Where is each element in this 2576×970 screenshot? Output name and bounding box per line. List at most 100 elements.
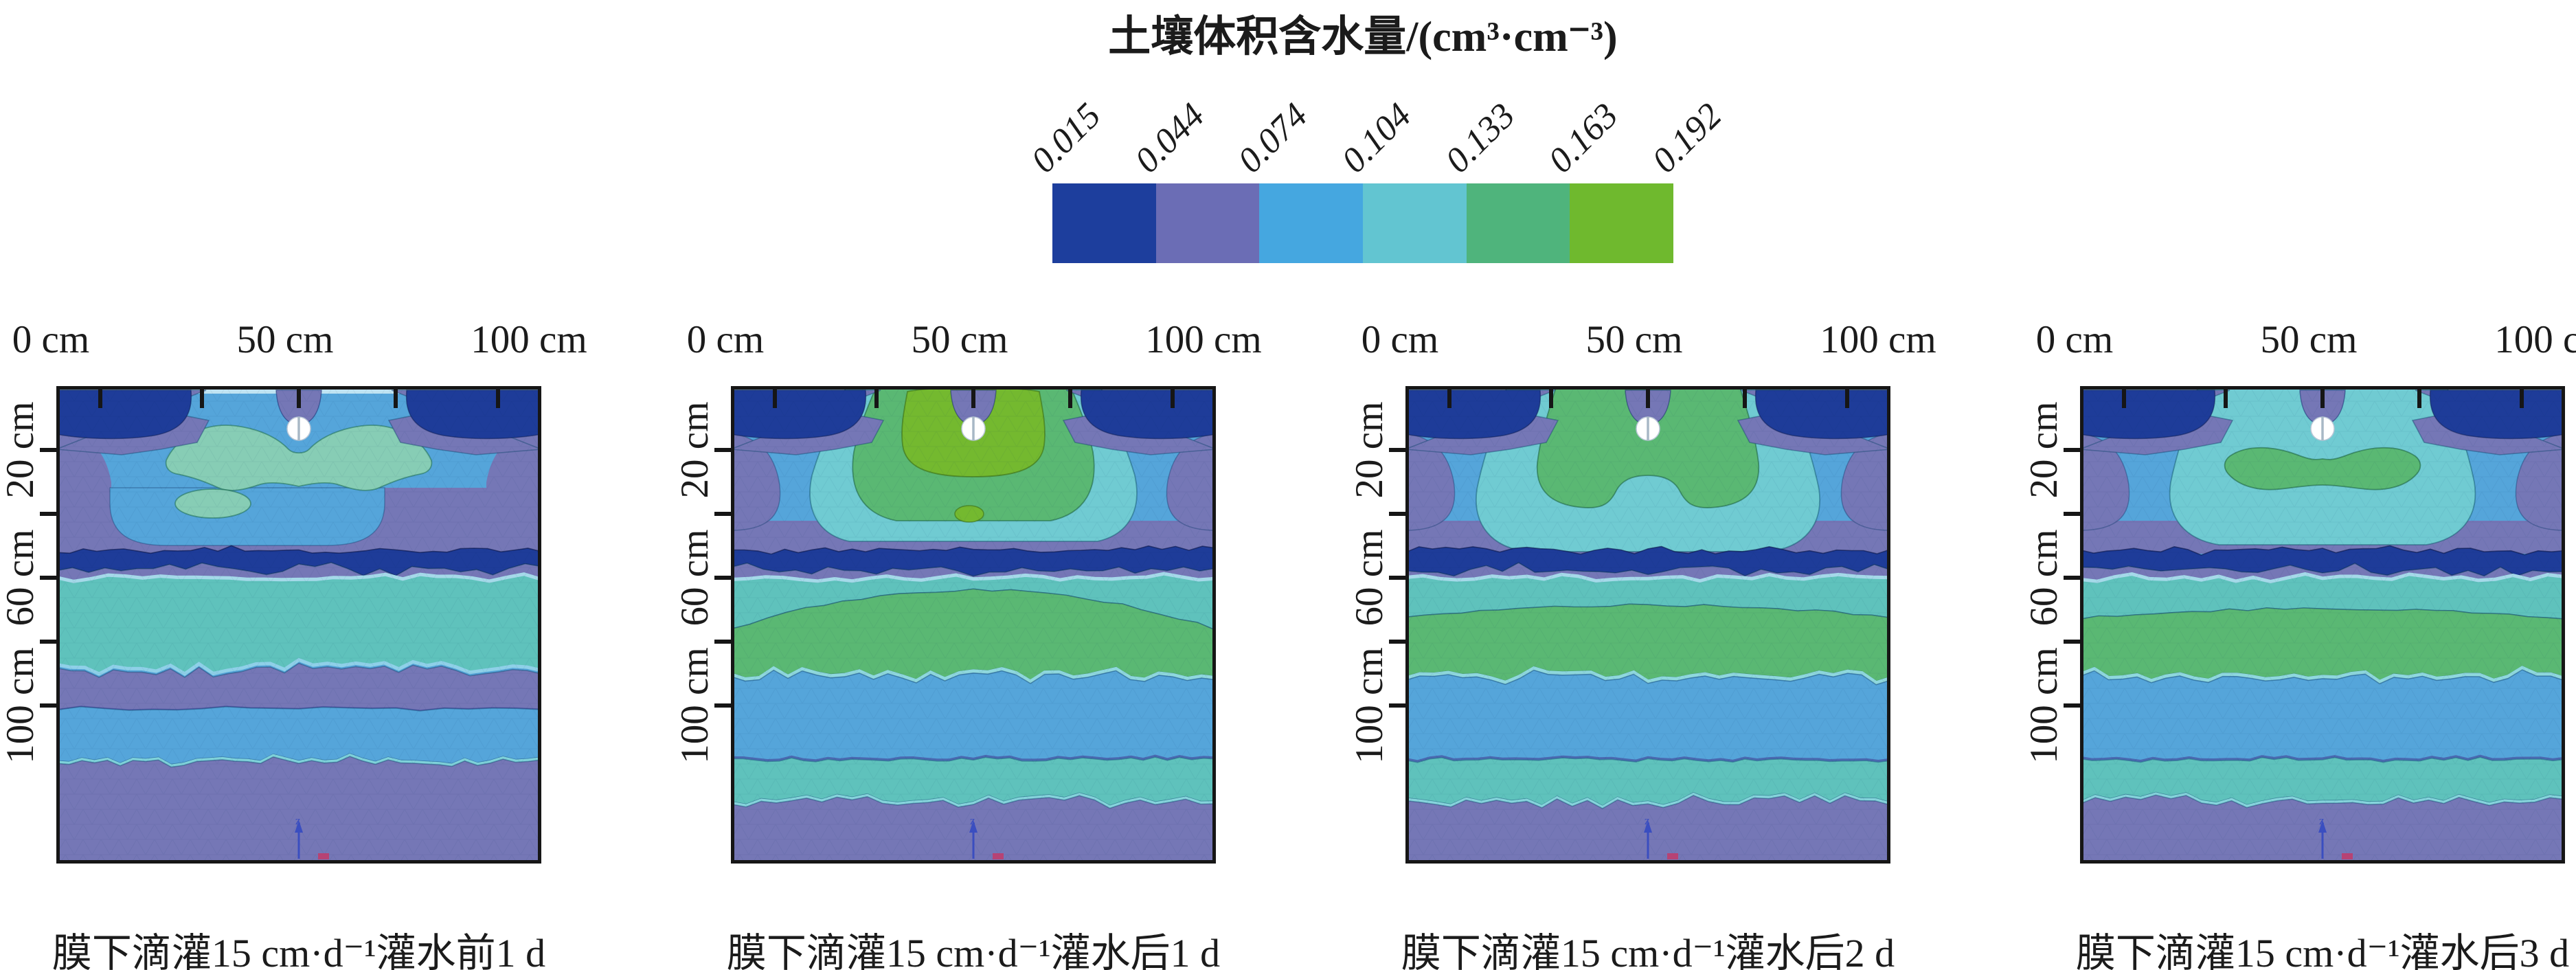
z-axis-indicator: z [2318,814,2353,859]
y-axis-tick [40,576,58,580]
z-axis-indicator: z [969,814,1004,859]
x-axis-tick [2224,390,2228,408]
y-axis-tick [1389,448,1407,452]
y-axis-label: 100 cm [673,647,716,764]
x-axis-label: 100 cm [471,318,587,361]
x-axis-label: 50 cm [2260,318,2358,361]
y-axis-tick [714,640,732,644]
x-axis-tick [1171,390,1175,408]
y-axis-tick [1389,703,1407,708]
legend-color-segment [1052,183,1156,263]
legend-title: 土壤体积含水量/(cm³·cm⁻³) [1108,14,1618,60]
legend-colorbar [1052,183,1673,263]
x-axis-tick [496,390,500,408]
x-axis-tick [2417,390,2421,408]
y-axis-tick [40,640,58,644]
legend-tick-label: 0.163 [1541,95,1626,181]
panel-caption: 膜下滴灌15 cm·d⁻¹灌水后3 d [2075,931,2570,970]
y-axis-tick [2064,512,2081,516]
red-mark-icon [2342,853,2353,859]
mesh-texture [731,386,1216,864]
contour-plot-panel-2: z [731,386,1216,864]
legend-color-segment [1362,183,1467,263]
x-axis-label: 50 cm [911,318,1008,361]
y-axis-tick [40,448,58,452]
legend-color-segment [1259,183,1363,263]
panel-frame [731,386,1216,864]
x-axis-label: 0 cm [12,318,90,361]
legend-color-segment [1570,183,1673,263]
y-axis-label: 100 cm [2022,647,2066,764]
x-axis-tick [1068,390,1072,408]
x-axis-tick [2520,390,2524,408]
red-mark-icon [993,853,1004,859]
x-axis-label: 0 cm [1361,318,1439,361]
mesh-texture [1405,386,1890,864]
contour-bands [1405,386,1890,864]
y-axis-tick [1389,512,1407,516]
x-axis-tick [1845,390,1849,408]
red-mark-icon [318,853,329,859]
z-axis-label: z [295,814,301,827]
y-axis-label: 100 cm [0,647,42,764]
x-axis-label: 0 cm [2035,318,2114,361]
y-axis-tick [1389,640,1407,644]
y-axis-tick [2064,703,2081,708]
x-axis-label: 100 cm [1820,318,1936,361]
z-axis-label: z [970,814,975,827]
z-axis-label: z [2319,814,2325,827]
legend-tick-label: 0.044 [1127,95,1212,181]
x-axis-tick [200,390,204,408]
y-axis-tick [714,576,732,580]
x-axis-tick [2122,390,2126,408]
x-axis-tick [297,390,301,408]
y-axis-tick [714,703,732,708]
y-axis-tick [1389,576,1407,580]
legend-tick-label: 0.074 [1230,95,1315,181]
panel-frame [2080,386,2565,864]
x-axis-label: 100 cm [1145,318,1262,361]
x-axis-tick [971,390,975,408]
y-axis-tick [40,512,58,516]
y-axis-tick [714,448,732,452]
panel-frame [56,386,541,864]
z-axis-indicator: z [295,814,329,859]
y-axis-tick [2064,576,2081,580]
x-axis-tick [1743,390,1747,408]
panel-caption: 膜下滴灌15 cm·d⁻¹灌水后2 d [1401,931,1895,970]
panel-caption: 膜下滴灌15 cm·d⁻¹灌水后1 d [726,931,1221,970]
legend-tick-label: 0.133 [1438,95,1523,181]
y-axis-tick [714,512,732,516]
legend-tick-label: 0.104 [1334,95,1419,181]
y-axis-tick [2064,448,2081,452]
legend-color-segment [1466,183,1570,263]
z-axis-indicator: z [1644,814,1678,859]
legend-tick-label: 0.015 [1024,95,1109,181]
y-axis-tick [2064,640,2081,644]
contour-bands [2080,386,2565,864]
contour-bands [731,386,1216,864]
x-axis-tick [2320,390,2325,408]
x-axis-label: 50 cm [236,318,334,361]
x-axis-label: 0 cm [686,318,765,361]
x-axis-label: 50 cm [1585,318,1683,361]
y-axis-label: 100 cm [1348,647,1391,764]
contour-bands [56,386,541,864]
y-axis-tick [40,703,58,708]
z-axis-label: z [1645,814,1650,827]
mesh-texture [2080,386,2565,864]
legend-color-segment [1155,183,1260,263]
x-axis-tick [1447,390,1451,408]
x-axis-tick [874,390,879,408]
mesh-texture [56,386,541,864]
x-axis-label: 100 cm [2494,318,2576,361]
x-axis-tick [1549,390,1553,408]
contour-plot-panel-3: z [1405,386,1890,864]
x-axis-tick [394,390,398,408]
legend-tick-label: 0.192 [1645,95,1730,181]
x-axis-tick [1646,390,1650,408]
panel-caption: 膜下滴灌15 cm·d⁻¹灌水前1 d [52,931,546,970]
panel-frame [1405,386,1890,864]
x-axis-tick [773,390,777,408]
